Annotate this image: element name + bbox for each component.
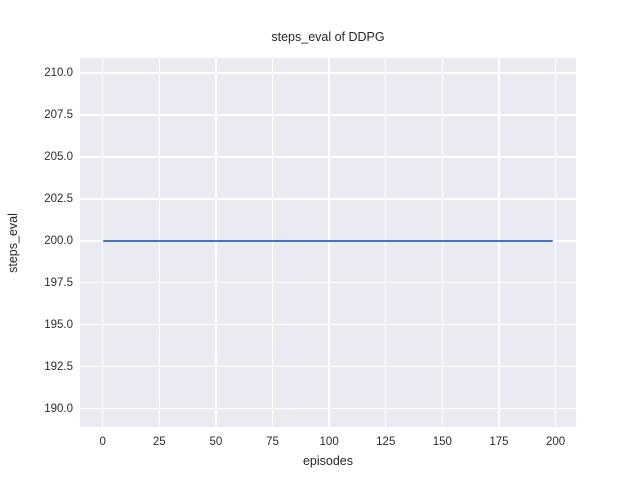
series-line-steps-eval (102, 239, 554, 242)
y-tick-label: 190.0 (44, 402, 73, 415)
x-tick-label: 150 (432, 436, 452, 448)
gridline-x (498, 58, 500, 427)
gridline-x (101, 58, 104, 427)
gridline-y (80, 156, 576, 158)
chart-title: steps_eval of DDPG (271, 30, 385, 44)
gridline-x (385, 58, 387, 427)
x-tick-label: 200 (546, 436, 566, 448)
gridline-y (80, 323, 576, 326)
x-axis-label: episodes (302, 454, 354, 468)
y-tick-label: 202.5 (44, 192, 73, 205)
series-layer (80, 58, 576, 427)
gridline-x (158, 58, 160, 427)
x-tick-label: 175 (489, 436, 509, 448)
y-tick-label: 210.0 (44, 67, 73, 80)
gridline-y (80, 282, 576, 284)
x-tick-label: 0 (99, 436, 106, 448)
plot-area: 0 25 50 75 100 125 150 175 200 190.0 192.5 195.0 197… (44, 58, 576, 448)
gridline-y (80, 72, 576, 74)
gridline-x (554, 58, 557, 427)
y-axis-label-wrap: steps_eval (2, 58, 24, 427)
x-tick-label: 100 (319, 436, 339, 448)
y-tick-label: 195.0 (44, 318, 73, 331)
y-tick-label: 205.0 (44, 150, 73, 163)
tick-layer: 0 25 50 75 100 125 150 175 200 190.0 192.5 195.0 197… (44, 58, 576, 448)
x-tick-label: 75 (266, 436, 279, 448)
x-tick-label: 25 (152, 436, 166, 448)
x-tick-label: 50 (209, 436, 223, 448)
gridline-y (80, 198, 576, 200)
y-tick-label: 207.5 (44, 109, 73, 122)
y-tick-label: 192.5 (44, 360, 73, 373)
gridline-x (328, 58, 330, 427)
gridline-y (80, 407, 576, 410)
gridline-x (441, 58, 444, 427)
y-tick-label: 200.0 (44, 234, 73, 247)
y-tick-label: 197.5 (44, 276, 73, 289)
gridline-y (80, 365, 576, 368)
x-tick-label: 125 (376, 436, 396, 448)
y-axis-label: steps_eval (6, 212, 21, 273)
gridline-x (271, 58, 274, 427)
gridline-y (80, 114, 576, 116)
gridline-x (215, 58, 217, 427)
